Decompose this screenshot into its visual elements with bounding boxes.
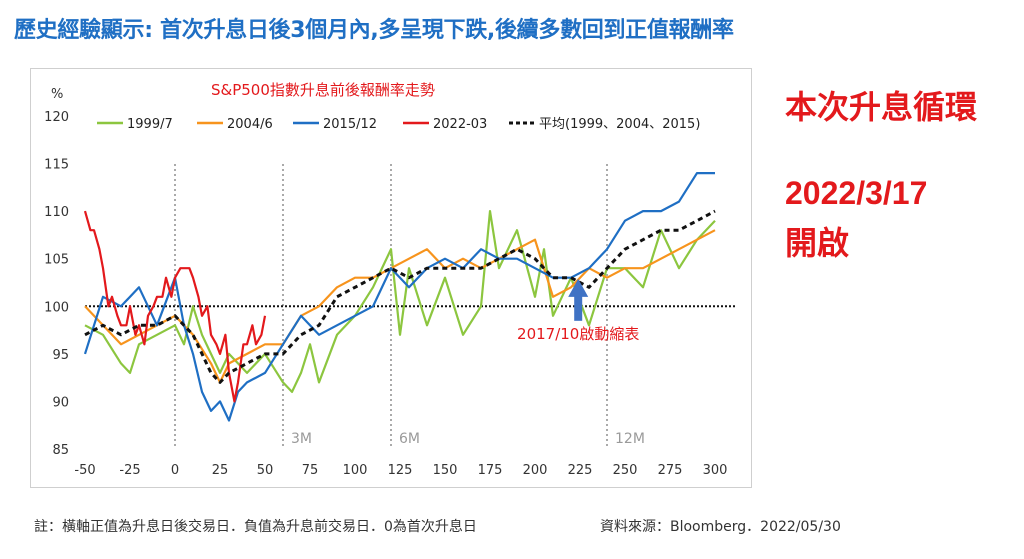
y-axis-unit: % bbox=[51, 87, 63, 102]
chart-title: S&P500指數升息前後報酬率走勢 bbox=[211, 81, 435, 99]
legend-label-s2015: 2015/12 bbox=[323, 117, 377, 132]
x-tick-label: -50 bbox=[74, 463, 95, 478]
chart-frame: S&P500指數升息前後報酬率走勢% 85 90 95 100 105 110 115 120 -… bbox=[30, 68, 752, 488]
x-tick-label: 150 bbox=[433, 463, 458, 478]
legend-label-s2004: 2004/6 bbox=[227, 117, 273, 132]
y-tick-label: 120 bbox=[44, 110, 69, 125]
x-tick-label: 250 bbox=[613, 463, 638, 478]
annotation-arrow-shaft bbox=[574, 294, 583, 321]
footnote: 註：橫軸正值為升息日後交易日．負值為升息前交易日．0為首次升息日 bbox=[34, 519, 477, 535]
y-tick-label: 100 bbox=[44, 300, 69, 315]
source-note: 資料來源：Bloomberg．2022/05/30 bbox=[600, 519, 841, 535]
page-title: 歷史經驗顯示: 首次升息日後3個月內,多呈現下跌,後續多數回到正值報酬率 bbox=[14, 18, 734, 43]
y-tick-label: 115 bbox=[44, 158, 69, 173]
series-line-s2015 bbox=[83, 171, 715, 422]
rate-cycle-label: 本次升息循環 bbox=[785, 89, 978, 125]
rate-cycle-open: 開啟 bbox=[785, 225, 850, 261]
period-label: 6M bbox=[399, 431, 420, 447]
period-label: 12M bbox=[615, 431, 645, 447]
annotation-arrow-head bbox=[568, 278, 589, 297]
x-tick-label: 100 bbox=[343, 463, 368, 478]
legend-label-avg: 平均(1999、2004、2015) bbox=[539, 117, 700, 132]
x-tick-label: 0 bbox=[171, 463, 179, 478]
y-tick-label: 105 bbox=[44, 253, 69, 268]
x-tick-label: 300 bbox=[703, 463, 728, 478]
x-tick-label: 125 bbox=[388, 463, 413, 478]
annotation-label: 2017/10啟動縮表 bbox=[517, 325, 639, 343]
x-tick-label: 175 bbox=[478, 463, 503, 478]
y-tick-label: 110 bbox=[44, 205, 69, 220]
returns-line-chart: S&P500指數升息前後報酬率走勢% 85 90 95 100 105 110 115 120 -… bbox=[44, 81, 735, 478]
x-tick-label: 75 bbox=[302, 463, 319, 478]
legend-label-s1999: 1999/7 bbox=[127, 117, 173, 132]
x-tick-label: 225 bbox=[568, 463, 593, 478]
legend-label-s2022: 2022-03 bbox=[433, 117, 487, 132]
series-line-s2022 bbox=[83, 210, 267, 403]
series-line-avg bbox=[84, 209, 716, 384]
x-tick-label: 275 bbox=[658, 463, 683, 478]
x-tick-label: 25 bbox=[212, 463, 229, 478]
x-tick-label: 200 bbox=[523, 463, 548, 478]
x-tick-label: 50 bbox=[257, 463, 274, 478]
x-tick-label: -25 bbox=[119, 463, 140, 478]
y-tick-label: 95 bbox=[52, 348, 69, 363]
y-tick-label: 90 bbox=[52, 395, 69, 410]
period-label: 3M bbox=[291, 431, 312, 447]
y-tick-label: 85 bbox=[52, 443, 69, 458]
rate-cycle-date: 2022/3/17 bbox=[785, 175, 928, 211]
